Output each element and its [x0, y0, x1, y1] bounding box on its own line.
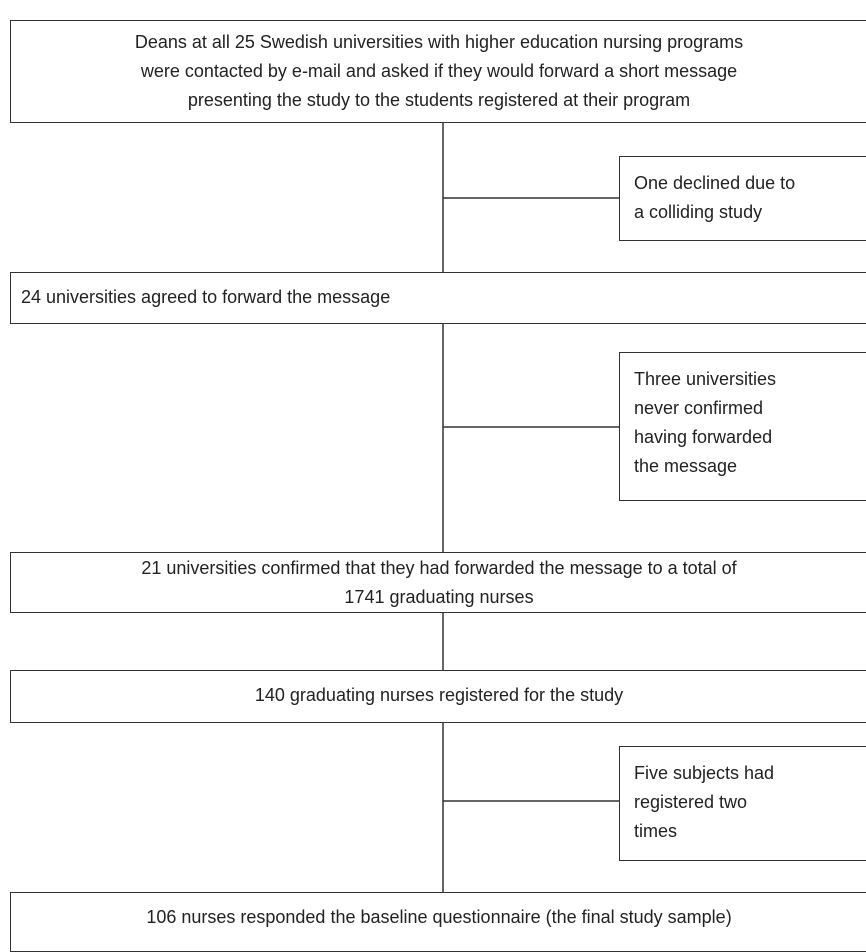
step-text: 1741 graduating nurses: [344, 587, 534, 607]
step-box: 106 nurses responded the baseline questi…: [10, 892, 866, 952]
exclusion-text: Three universities: [634, 369, 777, 389]
step-text: Deans at all 25 Swedish universities wit…: [134, 32, 744, 52]
exclusion-box: Five subjects had registered two times: [619, 746, 866, 861]
step-box: Deans at all 25 Swedish universities wit…: [10, 20, 866, 123]
exclusion-text: registered two: [634, 792, 748, 812]
step-text: 24 universities agreed to forward the me…: [21, 287, 391, 307]
exclusion-text: having forwarded: [634, 427, 773, 447]
exclusion-text: the message: [634, 456, 738, 476]
exclusion-box: One declined due to a colliding study: [619, 156, 866, 241]
step-box: 24 universities agreed to forward the me…: [10, 272, 866, 324]
exclusion-text: One declined due to: [634, 173, 796, 193]
step-box: 21 universities confirmed that they had …: [10, 552, 866, 613]
step-box: 140 graduating nurses registered for the…: [10, 670, 866, 723]
exclusion-text: never confirmed: [634, 398, 764, 418]
step-text: 106 nurses responded the baseline questi…: [146, 907, 732, 927]
exclusion-text: times: [634, 821, 678, 841]
step-text: were contacted by e-mail and asked if th…: [140, 61, 738, 81]
exclusion-box: Three universities never confirmed havin…: [619, 352, 866, 501]
exclusion-text: Five subjects had: [634, 763, 775, 783]
step-text: 140 graduating nurses registered for the…: [254, 685, 624, 705]
step-text: 21 universities confirmed that they had …: [141, 558, 737, 578]
exclusion-text: a colliding study: [634, 202, 763, 222]
step-text: presenting the study to the students reg…: [187, 90, 691, 110]
